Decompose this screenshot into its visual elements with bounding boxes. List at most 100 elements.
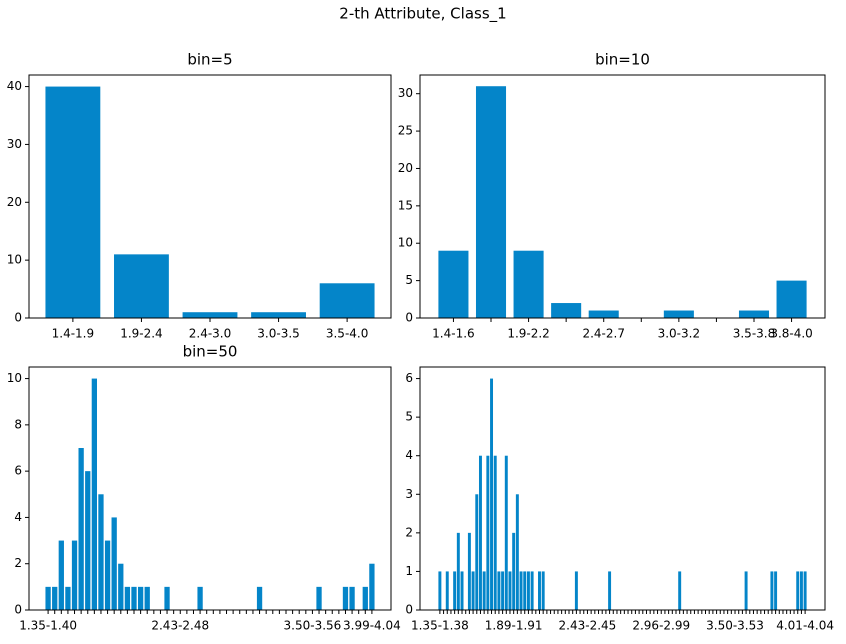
bar (182, 312, 238, 318)
bar (519, 571, 523, 610)
bar (453, 571, 457, 610)
y-tick-label: 10 (398, 236, 413, 250)
bar (744, 571, 748, 610)
bar (85, 471, 91, 610)
x-tick-label: 2.96-2.99 (632, 619, 690, 633)
x-tick-label: 3.0-3.5 (257, 327, 300, 341)
bar (342, 586, 349, 610)
bar (493, 455, 497, 610)
bar (445, 571, 449, 610)
bar (124, 586, 131, 610)
x-tick-label: 1.89-1.91 (485, 619, 543, 633)
bar (362, 586, 368, 610)
bar (137, 586, 144, 610)
bar (114, 254, 169, 318)
bar (513, 250, 544, 318)
x-tick-label: 3.50-3.56 (284, 619, 342, 633)
x-tick-label: 3.8-4.0 (770, 327, 813, 341)
bar (71, 540, 78, 610)
bar (504, 455, 508, 610)
bar (131, 586, 137, 610)
y-tick-label: 2 (405, 525, 413, 539)
bar (588, 310, 619, 318)
bar (91, 378, 97, 610)
bar (316, 586, 322, 610)
bar (104, 540, 111, 610)
bar (482, 571, 486, 610)
bar (58, 540, 64, 610)
bar (796, 571, 800, 610)
x-tick-label: 3.0-3.2 (658, 327, 701, 341)
bar (438, 571, 442, 610)
x-tick-label: 2.4-2.7 (582, 327, 625, 341)
x-tick-label: 3.50-3.53 (706, 619, 764, 633)
bar (770, 571, 774, 610)
y-tick-label: 0 (405, 311, 413, 325)
plot-frame (419, 366, 826, 611)
y-tick-label: 30 (7, 137, 22, 151)
bar (65, 586, 71, 610)
y-tick-label: 5 (405, 410, 413, 424)
bar (738, 310, 770, 318)
bar (526, 571, 530, 610)
x-tick-label: 1.4-1.9 (52, 327, 95, 341)
bar (45, 86, 101, 318)
bar (467, 532, 471, 610)
y-tick-label: 0 (14, 603, 22, 617)
bar (45, 586, 51, 610)
bar (776, 280, 807, 318)
bar (486, 455, 490, 610)
bar (144, 586, 150, 610)
bar (530, 571, 534, 610)
y-tick-label: 8 (14, 417, 22, 431)
bar (551, 303, 582, 318)
bar (512, 532, 516, 610)
bar (98, 494, 104, 610)
y-tick-label: 2 (14, 556, 22, 570)
x-tick-label: 3.99-4.04 (343, 619, 401, 633)
bar (475, 86, 507, 318)
bar (251, 312, 306, 318)
bar (508, 571, 512, 610)
bar (501, 571, 505, 610)
bar (118, 563, 124, 610)
y-tick-label: 0 (405, 603, 413, 617)
bar (52, 586, 58, 610)
bar (471, 571, 475, 610)
x-tick-label: 2.4-3.0 (189, 327, 232, 341)
bar (663, 310, 694, 318)
bar (515, 494, 519, 610)
bar (475, 494, 479, 610)
subplot-title: bin=50 (183, 343, 238, 361)
subplot-title: bin=5 (187, 51, 232, 69)
bar (319, 283, 375, 318)
bar (497, 571, 501, 610)
bar (803, 571, 807, 610)
bar (456, 532, 460, 610)
y-tick-label: 25 (398, 124, 413, 138)
bar (774, 571, 778, 610)
subplot-title: bin=10 (595, 51, 650, 69)
y-tick-label: 6 (405, 371, 413, 385)
bar (490, 378, 494, 610)
x-tick-label: 1.35-1.40 (19, 619, 77, 633)
x-tick-label: 1.35-1.38 (411, 619, 469, 633)
bar (538, 571, 541, 610)
y-tick-label: 20 (398, 161, 413, 175)
y-tick-label: 15 (398, 198, 413, 212)
bar (111, 517, 117, 610)
bar (608, 571, 612, 610)
bar (678, 571, 682, 610)
x-tick-label: 2.43-2.45 (559, 619, 617, 633)
y-tick-label: 0 (14, 311, 22, 325)
x-tick-label: 1.9-2.2 (507, 327, 550, 341)
bar (78, 448, 84, 610)
bar (197, 586, 203, 610)
bar (799, 571, 803, 610)
x-tick-label: 2.43-2.48 (151, 619, 209, 633)
bar (438, 250, 469, 318)
x-tick-label: 4.01-4.04 (776, 619, 834, 633)
plot-frame (28, 74, 392, 319)
